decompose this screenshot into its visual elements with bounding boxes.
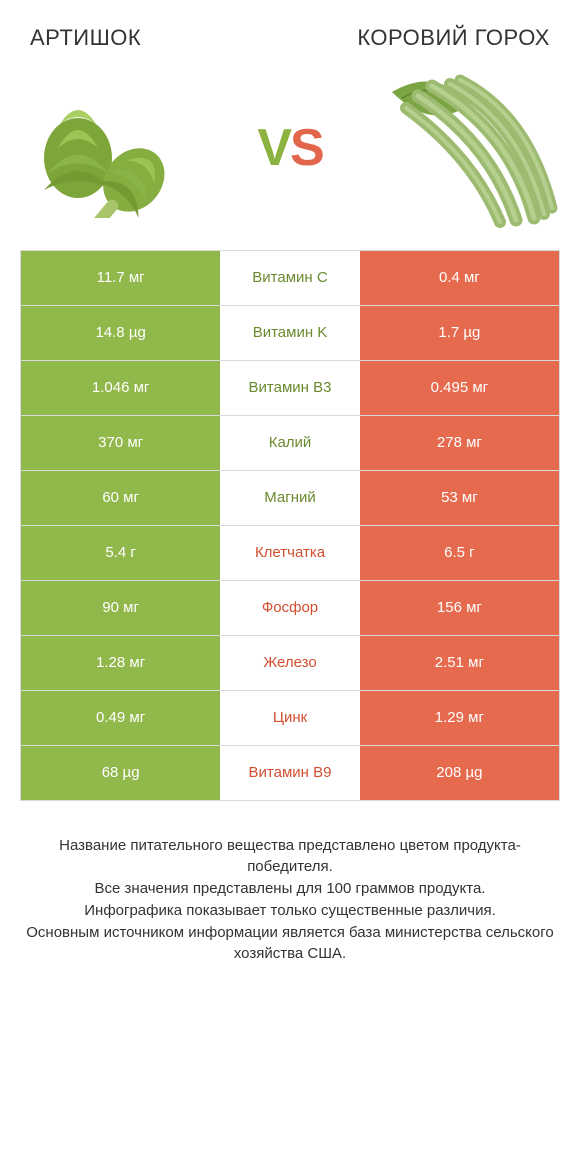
left-value: 5.4 г	[21, 526, 220, 580]
nutrient-name: Витамин B3	[220, 361, 359, 415]
cowpea-icon	[362, 68, 562, 228]
table-row: 1.046 мгВитамин B30.495 мг	[21, 361, 559, 416]
left-value: 90 мг	[21, 581, 220, 635]
right-value: 208 µg	[360, 746, 559, 800]
nutrient-name: Цинк	[220, 691, 359, 745]
right-value: 2.51 мг	[360, 636, 559, 690]
right-value: 156 мг	[360, 581, 559, 635]
table-row: 1.28 мгЖелезо2.51 мг	[21, 636, 559, 691]
table-row: 5.4 гКлетчатка6.5 г	[21, 526, 559, 581]
left-value: 370 мг	[21, 416, 220, 470]
nutrient-name: Калий	[220, 416, 359, 470]
right-value: 1.7 µg	[360, 306, 559, 360]
table-row: 14.8 µgВитамин K1.7 µg	[21, 306, 559, 361]
right-value: 6.5 г	[360, 526, 559, 580]
footer-line: Все значения представлены для 100 граммо…	[24, 878, 556, 900]
nutrient-name: Железо	[220, 636, 359, 690]
nutrient-name: Витамин B9	[220, 746, 359, 800]
footer-line: Инфографика показывает только существенн…	[24, 900, 556, 922]
artichoke-icon	[18, 68, 218, 228]
footer-notes: Название питательного вещества представл…	[0, 801, 580, 966]
footer-line: Название питательного вещества представл…	[24, 835, 556, 879]
nutrient-name: Витамин C	[220, 251, 359, 305]
right-value: 0.495 мг	[360, 361, 559, 415]
table-row: 60 мгМагний53 мг	[21, 471, 559, 526]
table-row: 11.7 мгВитамин C0.4 мг	[21, 251, 559, 306]
right-value: 278 мг	[360, 416, 559, 470]
left-value: 68 µg	[21, 746, 220, 800]
header: АРТИШОК КОРОВИЙ ГОРОХ	[0, 0, 580, 52]
right-value: 53 мг	[360, 471, 559, 525]
table-row: 0.49 мгЦинк1.29 мг	[21, 691, 559, 746]
nutrient-name: Фосфор	[220, 581, 359, 635]
comparison-table: 11.7 мгВитамин C0.4 мг14.8 µgВитамин K1.…	[20, 250, 560, 801]
vs-label: VS	[257, 122, 322, 174]
left-value: 60 мг	[21, 471, 220, 525]
left-value: 0.49 мг	[21, 691, 220, 745]
right-value: 1.29 мг	[360, 691, 559, 745]
left-value: 1.046 мг	[21, 361, 220, 415]
vs-s: S	[290, 119, 323, 177]
nutrient-name: Клетчатка	[220, 526, 359, 580]
hero-row: VS	[0, 52, 580, 240]
left-value: 11.7 мг	[21, 251, 220, 305]
nutrient-name: Магний	[220, 471, 359, 525]
left-value: 14.8 µg	[21, 306, 220, 360]
right-value: 0.4 мг	[360, 251, 559, 305]
left-value: 1.28 мг	[21, 636, 220, 690]
table-row: 68 µgВитамин B9208 µg	[21, 746, 559, 801]
title-left: АРТИШОК	[30, 24, 141, 52]
table-row: 90 мгФосфор156 мг	[21, 581, 559, 636]
table-row: 370 мгКалий278 мг	[21, 416, 559, 471]
vs-v: V	[257, 119, 290, 177]
footer-line: Основным источником информации является …	[24, 922, 556, 966]
nutrient-name: Витамин K	[220, 306, 359, 360]
title-right: КОРОВИЙ ГОРОХ	[357, 24, 550, 52]
